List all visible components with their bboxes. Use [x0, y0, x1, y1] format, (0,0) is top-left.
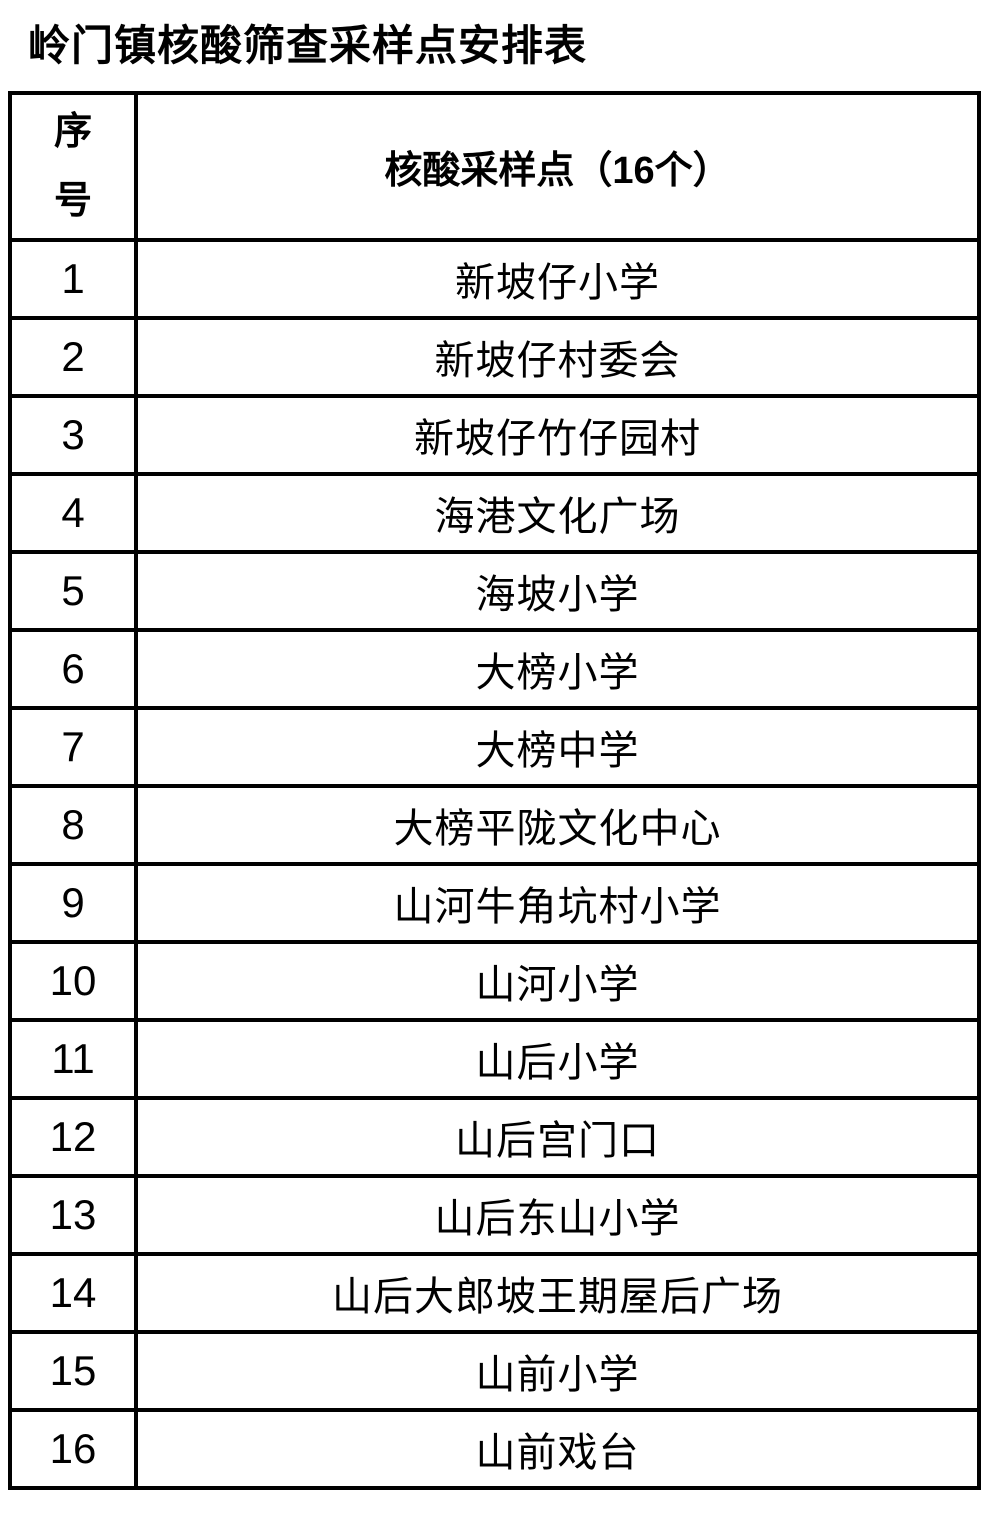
table-row: 9 山河牛角坑村小学	[8, 862, 981, 944]
row-index: 9	[8, 862, 138, 944]
row-site: 新坡仔竹仔园村	[134, 394, 981, 476]
table-row: 15 山前小学	[8, 1330, 981, 1412]
row-index: 1	[8, 238, 138, 320]
table-row: 3 新坡仔竹仔园村	[8, 394, 981, 476]
page-title: 岭门镇核酸筛查采样点安排表	[28, 22, 588, 69]
row-site: 大榜中学	[134, 706, 981, 788]
column-header-site: 核酸采样点（16个）	[134, 91, 981, 242]
table-row: 5 海坡小学	[8, 550, 981, 632]
table-row: 11 山后小学	[8, 1018, 981, 1100]
table-header-row: 序号 核酸采样点（16个）	[8, 91, 981, 242]
table-row: 2 新坡仔村委会	[8, 316, 981, 398]
row-site: 山河牛角坑村小学	[134, 862, 981, 944]
row-index: 6	[8, 628, 138, 710]
row-index: 5	[8, 550, 138, 632]
row-site: 山后东山小学	[134, 1174, 981, 1256]
row-index: 2	[8, 316, 138, 398]
sampling-points-table: 序号 核酸采样点（16个） 1 新坡仔小学 2 新坡仔村委会 3 新坡仔竹仔园村…	[8, 91, 981, 1490]
row-site: 山前戏台	[134, 1408, 981, 1490]
row-site: 山后小学	[134, 1018, 981, 1100]
table-row: 1 新坡仔小学	[8, 238, 981, 320]
row-site: 新坡仔村委会	[134, 316, 981, 398]
row-site: 新坡仔小学	[134, 238, 981, 320]
table-row: 13 山后东山小学	[8, 1174, 981, 1256]
table-row: 16 山前戏台	[8, 1408, 981, 1490]
column-header-index: 序号	[8, 91, 138, 242]
table-row: 6 大榜小学	[8, 628, 981, 710]
row-site: 海坡小学	[134, 550, 981, 632]
table-row: 8 大榜平陇文化中心	[8, 784, 981, 866]
table-row: 12 山后宫门口	[8, 1096, 981, 1178]
row-index: 11	[8, 1018, 138, 1100]
row-index: 13	[8, 1174, 138, 1256]
row-site: 海港文化广场	[134, 472, 981, 554]
row-index: 7	[8, 706, 138, 788]
table-row: 4 海港文化广场	[8, 472, 981, 554]
column-header-index-label: 序号	[53, 111, 92, 222]
table-row: 10 山河小学	[8, 940, 981, 1022]
row-site: 大榜小学	[134, 628, 981, 710]
table-row: 7 大榜中学	[8, 706, 981, 788]
row-index: 16	[8, 1408, 138, 1490]
row-index: 4	[8, 472, 138, 554]
table-row: 14 山后大郎坡王期屋后广场	[8, 1252, 981, 1334]
row-site: 山后宫门口	[134, 1096, 981, 1178]
row-index: 12	[8, 1096, 138, 1178]
row-index: 8	[8, 784, 138, 866]
row-site: 山前小学	[134, 1330, 981, 1412]
row-site: 山河小学	[134, 940, 981, 1022]
row-index: 14	[8, 1252, 138, 1334]
row-index: 3	[8, 394, 138, 476]
row-index: 10	[8, 940, 138, 1022]
row-index: 15	[8, 1330, 138, 1412]
row-site: 山后大郎坡王期屋后广场	[134, 1252, 981, 1334]
row-site: 大榜平陇文化中心	[134, 784, 981, 866]
